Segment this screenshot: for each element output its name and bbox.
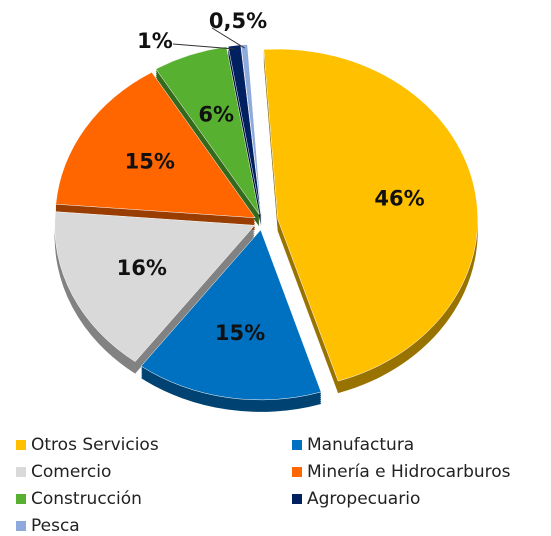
legend-swatch [292,494,302,504]
legend-label: Pesca [31,516,80,536]
slice-side [228,48,261,219]
legend-label: Comercio [31,462,111,482]
data-label: 16% [117,256,167,280]
leader-line [211,27,245,49]
data-label: 0,5% [209,9,267,33]
legend-label: Manufactura [307,435,414,455]
leader-line [172,43,235,50]
legend-swatch [16,494,26,504]
legend-swatch [16,521,26,531]
data-label: 15% [215,321,265,345]
slice [240,44,262,215]
legend-label: Agropecuario [307,489,420,509]
pie-slices [54,44,478,401]
legend-swatch [16,440,26,450]
slice [227,44,262,215]
data-label: 15% [125,149,175,173]
slice [140,229,322,401]
data-label: 1% [137,29,173,53]
slice [54,211,256,362]
slice-side [228,52,261,223]
legend-swatch [292,467,302,477]
legend-swatch [292,440,302,450]
slice [155,46,260,215]
slice [55,71,256,219]
legend-label: Minería e Hidrocarburos [307,462,511,482]
legend-label: Construcción [31,489,142,509]
legend-swatch [16,467,26,477]
slice [263,48,478,382]
data-label: 6% [198,103,234,127]
data-label: 46% [374,186,424,210]
slice-side [228,50,261,221]
legend-label: Otros Servicios [31,435,159,455]
